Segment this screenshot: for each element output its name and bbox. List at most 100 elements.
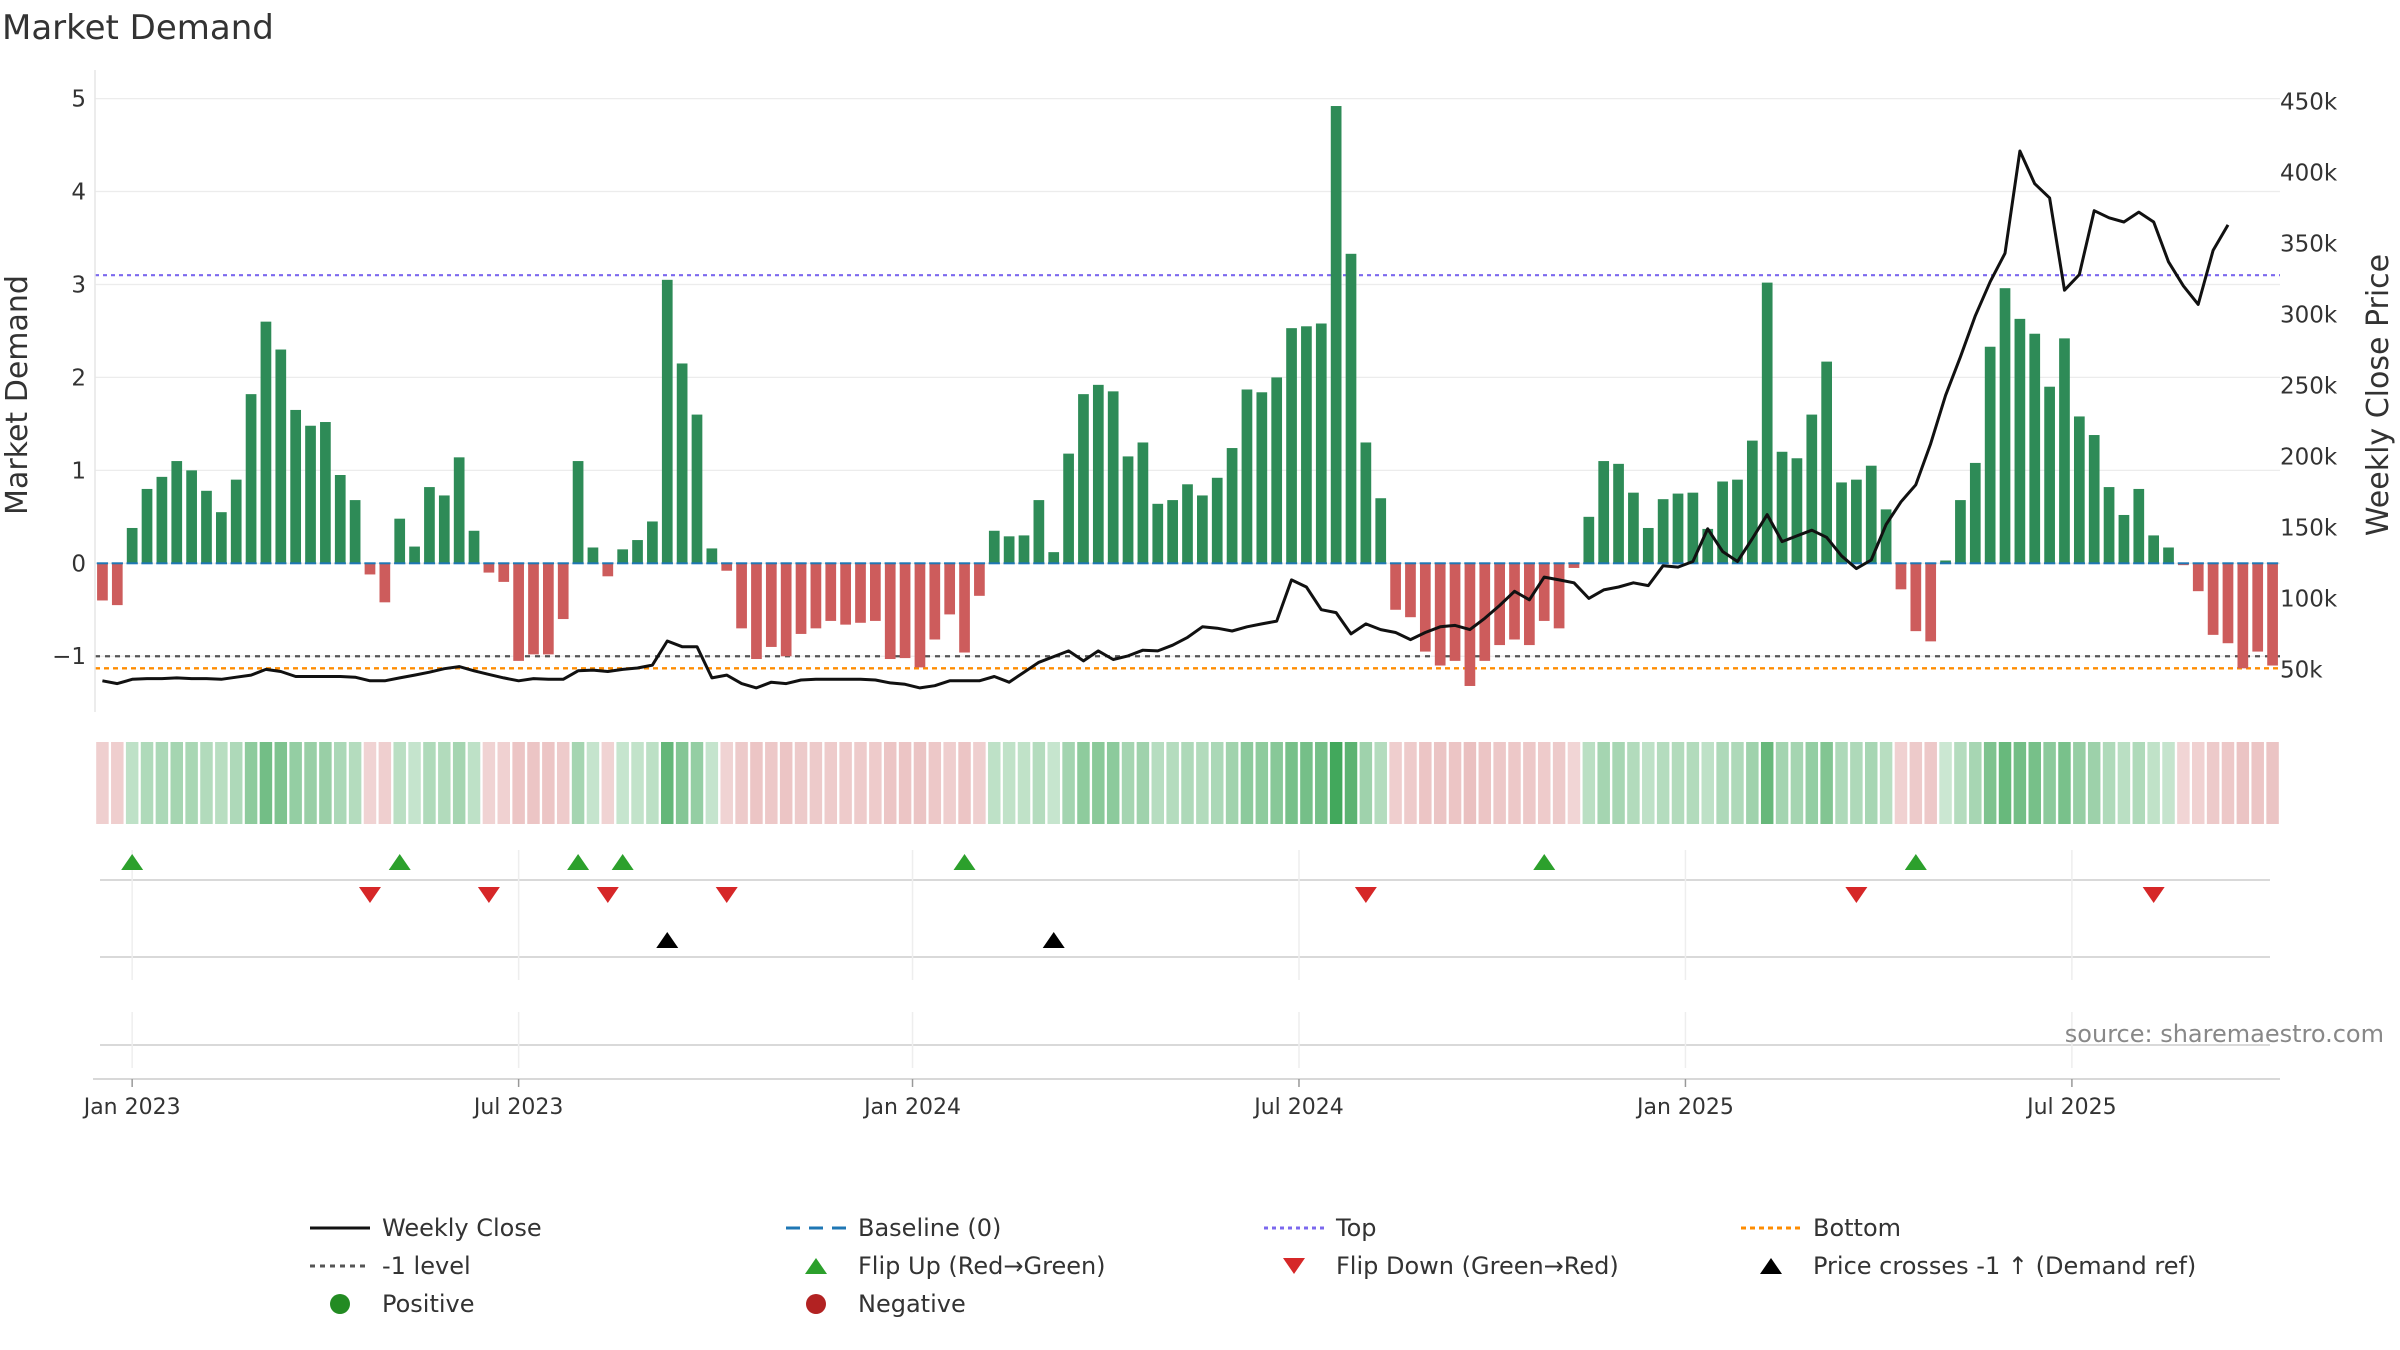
demand-bar <box>1286 328 1297 564</box>
demand-bar <box>126 527 138 564</box>
demand-strip-cell <box>1329 742 1343 824</box>
x-tick-label: Jan 2023 <box>82 1095 181 1120</box>
demand-bar <box>453 457 465 564</box>
demand-bar <box>201 490 212 564</box>
demand-bar <box>1955 500 1966 564</box>
demand-strip-cell <box>1255 742 1269 824</box>
demand-bar <box>1895 563 1907 590</box>
flip-up-marker <box>611 854 634 870</box>
demand-bar <box>438 495 450 564</box>
y-tick-label: 1 <box>71 458 86 484</box>
demand-strip-cell <box>1181 742 1194 824</box>
demand-strip-cell <box>928 742 942 824</box>
demand-strip-cell <box>943 742 956 824</box>
weekly-close-path <box>102 149 2230 690</box>
demand-bar <box>2148 535 2160 564</box>
demand-strip-cell <box>1478 742 1492 824</box>
demand-bar <box>661 279 673 564</box>
demand-bar <box>1583 516 1595 564</box>
demand-strip-cell <box>1523 742 1536 824</box>
demand-bar <box>2029 333 2041 564</box>
demand-strip-cell <box>274 742 288 824</box>
demand-strip-cell <box>1463 742 1477 824</box>
demand-strip-cell <box>2132 742 2146 824</box>
demand-bar <box>215 512 227 564</box>
demand-bar <box>245 394 257 564</box>
x-tick-label: Jul 2023 <box>472 1095 564 1120</box>
demand-bar <box>1405 563 1416 618</box>
legend-label-negative: Negative <box>858 1290 966 1318</box>
demand-strip-cell <box>1790 742 1804 824</box>
demand-strip-cell <box>854 742 867 824</box>
demand-strip-cell <box>779 742 793 824</box>
demand-bar <box>1078 394 1089 564</box>
demand-strip-cell <box>1062 742 1075 824</box>
legend-label-flip_down: Flip Down (Green→Red) <box>1336 1252 1619 1280</box>
demand-bar <box>706 548 718 564</box>
demand-strip-cell <box>1775 742 1789 824</box>
demand-strip-cell <box>2266 742 2279 824</box>
demand-strip-cell <box>586 742 600 824</box>
demand-bar <box>1717 481 1728 564</box>
demand-strip-cell <box>1419 742 1432 824</box>
demand-bar <box>1464 563 1476 686</box>
demand-bar <box>1375 498 1387 564</box>
demand-strip-cell <box>988 742 1001 824</box>
demand-bar <box>2252 563 2264 652</box>
flip-down-marker <box>1354 887 1377 903</box>
demand-bar <box>929 563 941 640</box>
demand-strip-cell <box>1315 742 1328 824</box>
demand-strip-cell <box>542 742 555 824</box>
demand-bar <box>305 425 316 564</box>
demand-strip-cell <box>1746 742 1759 824</box>
flip-down-marker <box>477 887 500 903</box>
demand-bar <box>1509 563 1520 640</box>
demand-bar <box>1791 458 1803 564</box>
demand-strip-cell <box>571 742 585 824</box>
demand-bar <box>2192 563 2204 592</box>
demand-strip-cell <box>140 742 154 824</box>
y2-tick-label: 450k <box>2280 89 2338 115</box>
y-tick-label: 5 <box>71 87 86 113</box>
legend-swatch-positive <box>330 1294 350 1314</box>
demand-strip-cell <box>1716 742 1729 824</box>
demand-bar <box>780 563 792 657</box>
demand-bar <box>1806 414 1818 564</box>
demand-bar <box>513 563 524 661</box>
demand-bar <box>1836 482 1847 564</box>
demand-strip-cell <box>1285 742 1298 824</box>
demand-bar <box>1479 563 1491 661</box>
demand-bar <box>691 414 703 564</box>
demand-strip-cell <box>898 742 912 824</box>
demand-bar <box>1702 528 1714 564</box>
flip-up-marker <box>388 854 411 870</box>
demand-strip-cell <box>1760 742 1774 824</box>
demand-bar <box>1137 442 1149 564</box>
demand-bar <box>1241 389 1253 564</box>
demand-strip-cell <box>1552 742 1566 824</box>
demand-bar <box>290 409 302 564</box>
legend-label-weekly_close: Weekly Close <box>382 1214 542 1242</box>
demand-strip-cell <box>750 742 763 824</box>
demand-bar <box>97 563 108 601</box>
demand-bar <box>1910 563 1922 632</box>
demand-bar <box>1761 282 1773 564</box>
demand-bar <box>825 563 837 621</box>
demand-strip-cell <box>1493 742 1506 824</box>
demand-strip-cell <box>334 742 347 824</box>
demand-strip-cell <box>1032 742 1046 824</box>
demand-bar <box>1390 563 1401 610</box>
demand-bar <box>1182 484 1193 564</box>
demand-strip-cell <box>1656 742 1670 824</box>
demand-strip-cell <box>229 742 243 824</box>
demand-bar <box>1628 492 1639 564</box>
demand-bar <box>1315 323 1327 564</box>
demand-bar <box>230 479 242 564</box>
demand-bar <box>1449 563 1461 661</box>
demand-strip-cell <box>363 742 377 824</box>
demand-strip-cell <box>200 742 213 824</box>
demand-bar <box>2267 563 2278 666</box>
demand-strip-cell <box>2117 742 2131 824</box>
demand-strip-cell <box>1820 742 1833 824</box>
demand-bar <box>171 461 183 564</box>
